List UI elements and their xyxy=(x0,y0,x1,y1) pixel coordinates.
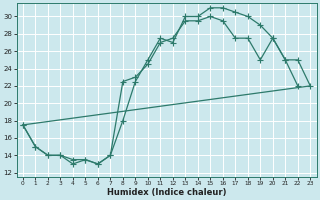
X-axis label: Humidex (Indice chaleur): Humidex (Indice chaleur) xyxy=(107,188,226,197)
